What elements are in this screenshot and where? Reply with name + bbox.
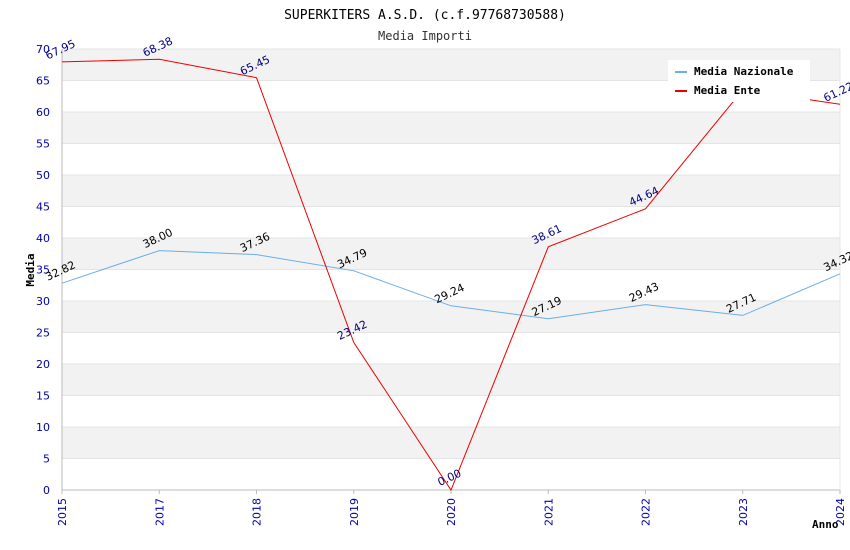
x-tick-label: 2020: [445, 498, 458, 526]
grid-bands: [62, 49, 840, 459]
grid-band: [62, 238, 840, 270]
y-tick-label: 15: [36, 390, 50, 403]
y-tick-label: 70: [36, 43, 50, 56]
y-tick-label: 65: [36, 75, 50, 88]
y-tick-labels: 0 5 10 15 20 25 30 35 40 45 50 55 60 65 70: [36, 43, 50, 497]
legend: Media Nazionale Media Ente: [668, 60, 810, 102]
y-tick-label: 25: [36, 327, 50, 340]
y-tick-label: 30: [36, 295, 50, 308]
legend-label-media-nazionale: Media Nazionale: [694, 65, 794, 78]
y-tick-label: 45: [36, 201, 50, 214]
x-tick-label: 2021: [542, 498, 555, 526]
legend-box: [668, 60, 810, 102]
x-axis-label: Anno: [812, 518, 839, 531]
grid-lines: [62, 48, 840, 491]
x-tick-label: 2019: [348, 498, 361, 526]
x-tick-label: 2022: [640, 498, 653, 526]
series-line-media-nazionale: [61, 250, 841, 320]
series-lines: [61, 58, 841, 492]
y-tick-label: 5: [43, 453, 50, 466]
x-tick-labels: 2015 2017 2018 2019 2020 2021 2022 2023 2024: [56, 498, 847, 526]
y-tick-label: 0: [43, 484, 50, 497]
y-tick-label: 10: [36, 421, 50, 434]
x-tick-label: 2017: [153, 498, 166, 526]
data-label: 61.22: [821, 80, 850, 105]
grid-band: [62, 112, 840, 144]
x-tick-label: 2018: [251, 498, 264, 526]
y-axis-label: Media: [24, 253, 37, 286]
grid-band: [62, 175, 840, 207]
x-tick-label: 2015: [56, 498, 69, 526]
x-tick-label: 2024: [834, 498, 847, 526]
grid-band: [62, 364, 840, 396]
y-tick-label: 50: [36, 169, 50, 182]
chart-subtitle: Media Importi: [378, 29, 472, 43]
y-tick-label: 60: [36, 106, 50, 119]
legend-label-media-ente: Media Ente: [694, 84, 761, 97]
series-line-media-ente: [61, 58, 841, 492]
data-label: 0.00: [436, 467, 464, 489]
y-tick-label: 55: [36, 138, 50, 151]
chart-title: SUPERKITERS A.S.D. (c.f.97768730588): [284, 8, 566, 23]
grid-band: [62, 427, 840, 459]
y-tick-label: 20: [36, 358, 50, 371]
y-tick-label: 40: [36, 232, 50, 245]
x-tick-label: 2023: [737, 498, 750, 526]
y-tick-label: 35: [36, 264, 50, 277]
